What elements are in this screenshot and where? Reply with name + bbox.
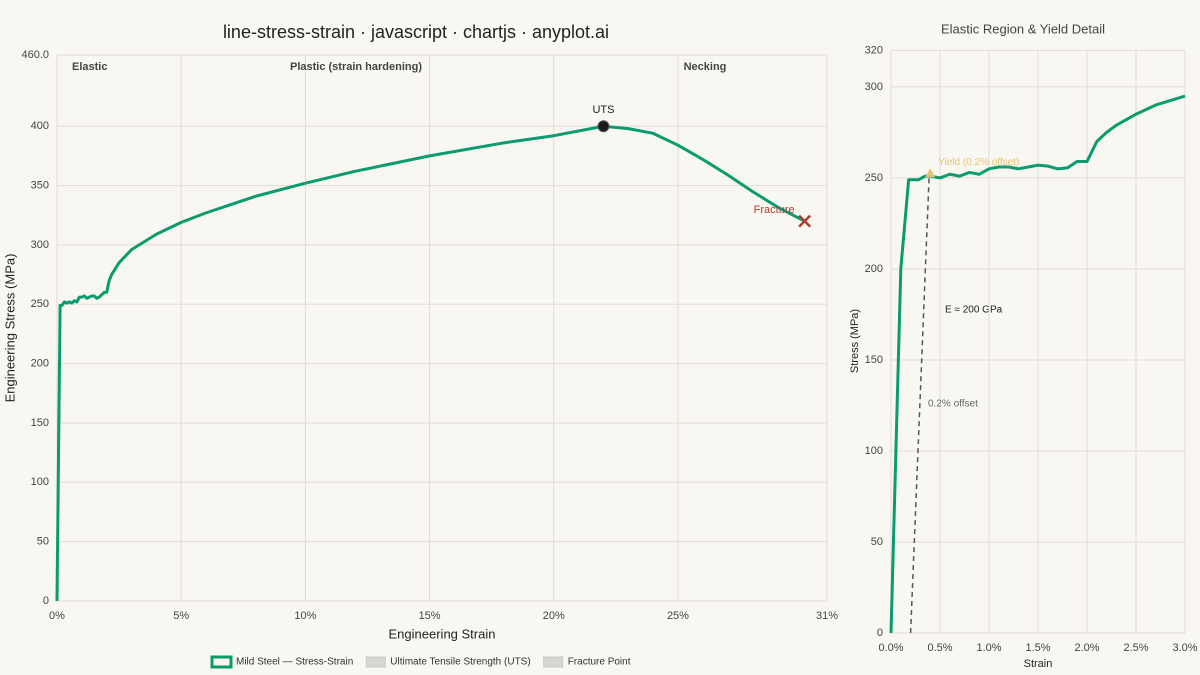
y-tick-label: 50 <box>37 536 49 548</box>
y-tick-label: 250 <box>865 172 883 184</box>
x-tick-label: 31% <box>816 610 838 622</box>
y-tick-label: 0 <box>877 627 883 639</box>
x-tick-label: 15% <box>419 610 441 622</box>
uts-marker <box>597 120 610 133</box>
y-tick-label: 150 <box>865 354 883 366</box>
y-tick-label: 400 <box>31 120 49 132</box>
yield-label: Yield (0.2% offset) <box>938 157 1019 168</box>
x-tick-label: 2.5% <box>1123 642 1148 654</box>
x-tick-label: 1.5% <box>1025 642 1050 654</box>
x-tick-label: 20% <box>543 610 565 622</box>
offset-line <box>909 174 930 634</box>
x-tick-label: 3.0% <box>1172 642 1197 654</box>
region-label: Necking <box>684 61 727 73</box>
region-label: Plastic (strain hardening) <box>290 61 422 73</box>
inset-x-axis-label: Strain <box>1024 658 1053 670</box>
offset-label: 0.2% offset <box>928 399 978 410</box>
stress-strain-line <box>55 124 806 602</box>
legend-label: Fracture Point <box>568 657 631 668</box>
fracture-marker <box>798 214 812 228</box>
point-label: UTS <box>592 104 614 116</box>
y-tick-label: 200 <box>31 358 49 370</box>
y-tick-label: 100 <box>865 445 883 457</box>
legend-swatch <box>365 656 386 668</box>
inset-y-axis-label: Stress (MPa) <box>849 309 861 373</box>
y-tick-label: 300 <box>31 239 49 251</box>
x-tick-label: 0.0% <box>878 642 903 654</box>
y-tick-label: 460.0 <box>21 49 49 61</box>
x-axis-label: Engineering Strain <box>389 626 496 641</box>
y-tick-label: 300 <box>865 81 883 93</box>
y-tick-label: 320 <box>865 44 883 56</box>
x-tick-label: 25% <box>667 610 689 622</box>
legend-label: Mild Steel — Stress-Strain <box>236 657 353 668</box>
y-tick-label: 100 <box>31 476 49 488</box>
y-axis-label: Engineering Stress (MPa) <box>2 254 17 403</box>
modulus-label: E ≈ 200 GPa <box>945 305 1003 316</box>
chart-title: line-stress-strain · javascript · chartj… <box>223 22 609 42</box>
y-tick-label: 250 <box>31 298 49 310</box>
x-tick-label: 0.5% <box>927 642 952 654</box>
y-tick-label: 350 <box>31 179 49 191</box>
inset-title: Elastic Region & Yield Detail <box>941 21 1105 36</box>
y-tick-label: 0 <box>43 595 49 607</box>
x-tick-label: 1.0% <box>976 642 1001 654</box>
x-tick-label: 0% <box>49 610 65 622</box>
region-label: Elastic <box>72 61 107 73</box>
yield-marker <box>925 168 936 178</box>
x-tick-label: 2.0% <box>1074 642 1099 654</box>
y-tick-label: 50 <box>871 536 883 548</box>
legend-swatch <box>543 656 564 668</box>
y-tick-label: 150 <box>31 417 49 429</box>
legend-swatch <box>210 655 233 669</box>
legend-label: Ultimate Tensile Strength (UTS) <box>390 657 530 668</box>
point-label: Fracture <box>754 204 795 216</box>
x-tick-label: 10% <box>294 610 316 622</box>
x-tick-label: 5% <box>173 610 189 622</box>
y-tick-label: 200 <box>865 263 883 275</box>
